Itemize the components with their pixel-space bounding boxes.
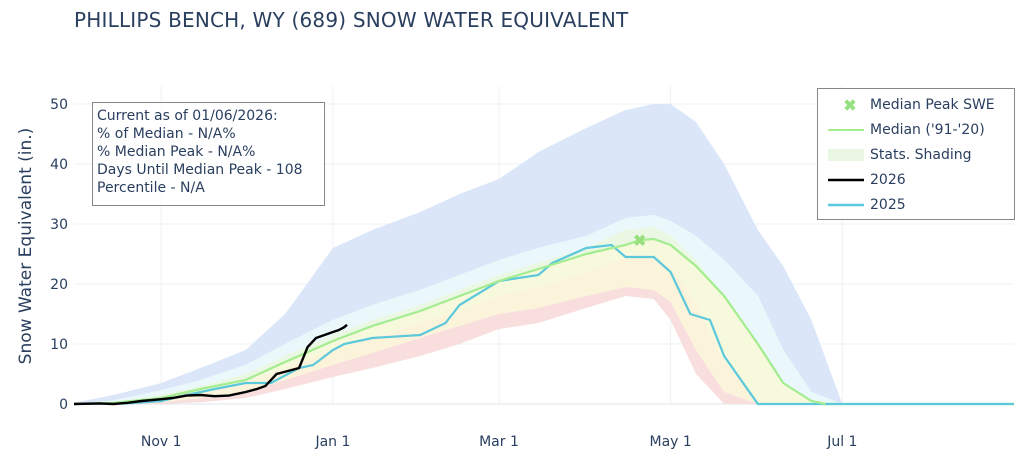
info-line-percentile: Percentile - N/A <box>97 180 205 196</box>
line-swatch-icon <box>828 178 864 182</box>
y-tick-label: 40 <box>50 157 68 173</box>
y-tick-label: 0 <box>59 397 68 413</box>
series-layer <box>73 234 1014 406</box>
fill-swatch-icon <box>828 149 864 161</box>
y-axis-title: Snow Water Equivalent (in.) <box>16 128 36 365</box>
info-line-pct-median-peak: % Median Peak - N/A% <box>97 144 256 160</box>
y-tick-label: 10 <box>50 337 68 353</box>
legend-label: 2026 <box>870 172 906 188</box>
y-tick-label: 20 <box>50 277 68 293</box>
x-tick-label: Jan 1 <box>314 434 350 450</box>
legend-item-median[interactable]: Median ('91-'20) <box>818 118 1014 143</box>
band-p10-p30 <box>74 257 1014 404</box>
legend-item-2025[interactable]: 2025 <box>818 193 1014 218</box>
info-line-days-until-peak: Days Until Median Peak - 108 <box>97 162 303 178</box>
series-line-2026 <box>73 323 348 406</box>
median-peak-marker <box>634 234 646 246</box>
x-tick-label: Nov 1 <box>141 434 182 450</box>
stats-shading-layer <box>74 104 1014 404</box>
x-marker-icon <box>844 99 856 111</box>
legend-item-stats-shading[interactable]: Stats. Shading <box>818 143 1014 168</box>
band-p90-max <box>74 104 1014 404</box>
legend-label: 2025 <box>870 197 906 213</box>
band-min-p10 <box>74 287 1014 404</box>
legend-label: Median ('91-'20) <box>870 122 985 138</box>
legend-item-2026[interactable]: 2026 <box>818 168 1014 193</box>
series-line-median <box>73 237 1014 406</box>
x-tick-label: May 1 <box>649 434 691 450</box>
band-p70-p90 <box>74 215 1014 404</box>
legend: Median Peak SWE Median ('91-'20) Stats. … <box>817 88 1015 220</box>
current-status-box: Current as of 01/06/2026: % of Median - … <box>92 102 325 206</box>
info-line-pct-median: % of Median - N/A% <box>97 126 236 142</box>
legend-label: Stats. Shading <box>870 147 972 163</box>
series-line-2025 <box>73 243 1014 406</box>
info-line-current-as-of: Current as of 01/06/2026: <box>97 108 278 124</box>
x-tick-label: Mar 1 <box>479 434 519 450</box>
tick-layer: 0 10 20 30 40 50 Nov 1 Jan 1 Mar 1 May 1 Jul 1 <box>50 97 857 450</box>
band-median-p70 <box>74 227 1014 404</box>
legend-item-median-peak[interactable]: Median Peak SWE <box>818 93 1014 118</box>
legend-label: Median Peak SWE <box>870 97 995 113</box>
line-swatch-icon <box>828 129 864 131</box>
band-p30-median <box>74 239 1014 404</box>
y-tick-label: 30 <box>50 217 68 233</box>
line-swatch-icon <box>828 203 864 207</box>
chart-title: PHILLIPS BENCH, WY (689) SNOW WATER EQUI… <box>74 8 629 32</box>
y-tick-label: 50 <box>50 97 68 113</box>
x-tick-label: Jul 1 <box>826 434 857 450</box>
